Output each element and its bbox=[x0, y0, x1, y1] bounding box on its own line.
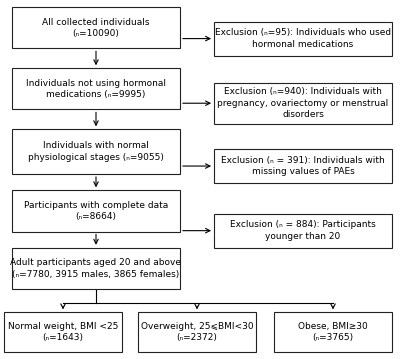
FancyBboxPatch shape bbox=[214, 22, 392, 56]
FancyBboxPatch shape bbox=[214, 149, 392, 183]
Text: Participants with complete data
(ₙ=8664): Participants with complete data (ₙ=8664) bbox=[24, 201, 168, 221]
Text: Exclusion (ₙ = 884): Participants
younger than 20: Exclusion (ₙ = 884): Participants younge… bbox=[230, 220, 376, 241]
Text: Exclusion (ₙ = 391): Individuals with
missing values of PAEs: Exclusion (ₙ = 391): Individuals with mi… bbox=[221, 156, 385, 176]
FancyBboxPatch shape bbox=[12, 248, 180, 289]
FancyBboxPatch shape bbox=[12, 7, 180, 48]
FancyBboxPatch shape bbox=[12, 129, 180, 174]
Text: Adult participants aged 20 and above
(ₙ=7780, 3915 males, 3865 females): Adult participants aged 20 and above (ₙ=… bbox=[10, 258, 182, 279]
Text: Exclusion (ₙ=95): Individuals who used
hormonal medications: Exclusion (ₙ=95): Individuals who used h… bbox=[215, 28, 391, 49]
FancyBboxPatch shape bbox=[138, 312, 256, 352]
Text: Individuals with normal
physiological stages (ₙ=9055): Individuals with normal physiological st… bbox=[28, 141, 164, 162]
FancyBboxPatch shape bbox=[12, 190, 180, 232]
Text: Normal weight, BMI <25
(ₙ=1643): Normal weight, BMI <25 (ₙ=1643) bbox=[8, 322, 118, 342]
Text: Exclusion (ₙ=940): Individuals with
pregnancy, ovariectomy or menstrual
disorder: Exclusion (ₙ=940): Individuals with preg… bbox=[217, 87, 389, 119]
Text: Obese, BMI≥30
(ₙ=3765): Obese, BMI≥30 (ₙ=3765) bbox=[298, 322, 368, 342]
FancyBboxPatch shape bbox=[12, 68, 180, 109]
Text: All collected individuals
(ₙ=10090): All collected individuals (ₙ=10090) bbox=[42, 18, 150, 38]
FancyBboxPatch shape bbox=[4, 312, 122, 352]
Text: Individuals not using hormonal
medications (ₙ=9995): Individuals not using hormonal medicatio… bbox=[26, 79, 166, 99]
FancyBboxPatch shape bbox=[214, 214, 392, 248]
FancyBboxPatch shape bbox=[214, 83, 392, 124]
Text: Overweight, 25⩽BMI<30
(ₙ=2372): Overweight, 25⩽BMI<30 (ₙ=2372) bbox=[141, 322, 253, 342]
FancyBboxPatch shape bbox=[274, 312, 392, 352]
